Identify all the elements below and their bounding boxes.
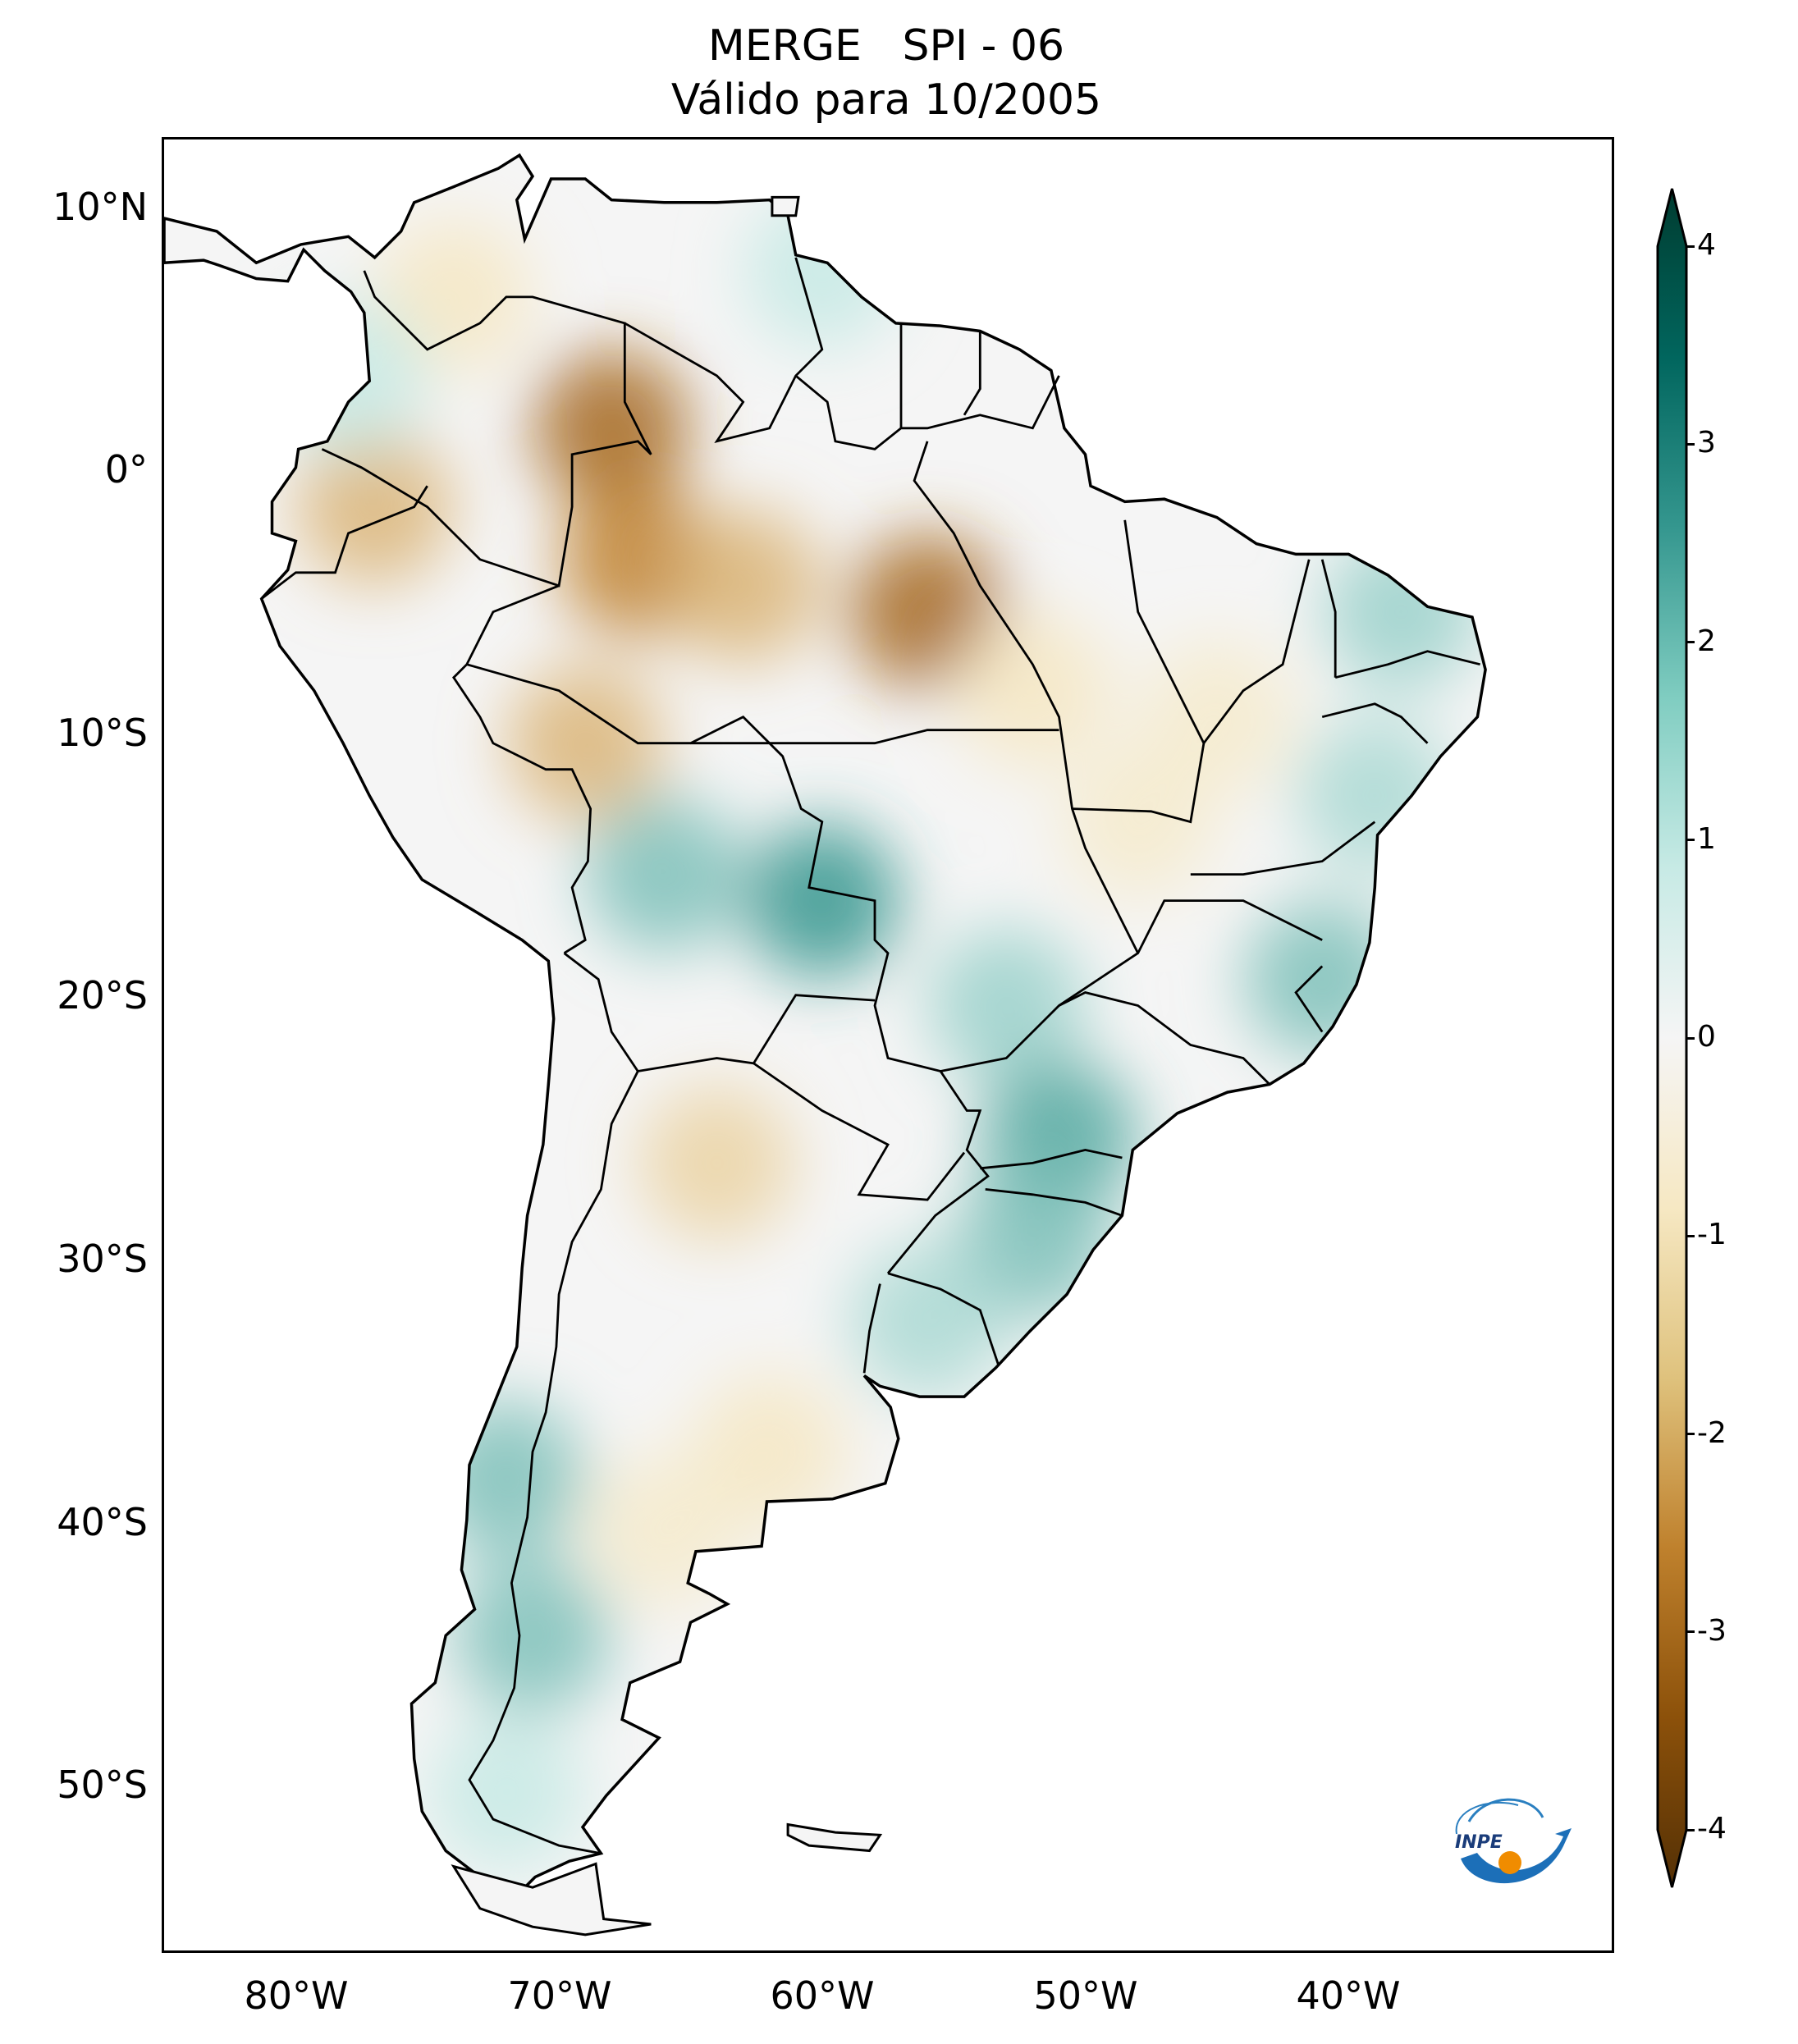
country-border: [1321, 702, 1429, 744]
colorbar-tickmark: [1686, 1234, 1695, 1237]
spi-anomaly-patch: [849, 1242, 1006, 1399]
spi-anomaly-patch: [743, 192, 900, 349]
inpe-logo: INPE: [1455, 1798, 1572, 1884]
country-border: [1058, 991, 1271, 1086]
map-title-line1: MERGE SPI - 06: [707, 21, 1065, 71]
colorbar-tick-label: -4: [1697, 1812, 1727, 1845]
spi-anomaly-patch: [586, 1452, 743, 1609]
country-border: [260, 485, 428, 600]
country-border: [468, 1070, 639, 1855]
spi-anomaly-patch: [665, 507, 821, 664]
colorbar-tick-label: -2: [1697, 1415, 1727, 1450]
colorbar-tickmark: [1686, 1433, 1695, 1435]
lat-label-0: 0°: [104, 447, 148, 492]
lon-label-60w: 60°W: [770, 1973, 875, 2018]
country-border: [1320, 559, 1337, 678]
colorbar-tickmark: [1686, 245, 1695, 248]
country-border: [624, 257, 824, 444]
lon-label-70w: 70°W: [507, 1973, 612, 2018]
island: [786, 1822, 883, 1853]
colorbar-tick-label: -3: [1697, 1613, 1727, 1648]
country-border: [980, 1148, 1123, 1170]
spi-anomaly-patch: [1059, 743, 1216, 900]
country-borders: [260, 257, 1480, 1855]
colorbar-tickmark: [1686, 1630, 1695, 1634]
lat-label-50s: 50°S: [57, 1763, 148, 1807]
map-panel: [162, 137, 1614, 1953]
spi-anomaly-patch: [455, 1557, 611, 1714]
map-title-line2: Válido para 10/2005: [670, 75, 1102, 125]
colorbar-tickmark: [1686, 641, 1695, 643]
colorbar-tickmark: [1686, 1828, 1695, 1831]
lat-label-10s: 10°S: [57, 711, 148, 755]
country-border: [1202, 559, 1311, 744]
lon-label-80w: 80°W: [244, 1973, 349, 2018]
spi-anomaly-patch: [507, 665, 664, 821]
country-border: [1294, 965, 1324, 1033]
spi-anomaly-patch: [586, 796, 743, 953]
colorbar-tickmark: [1686, 442, 1695, 446]
lat-label-30s: 30°S: [57, 1237, 148, 1281]
country-border: [985, 1188, 1123, 1217]
spi-anomaly-patch: [428, 1400, 584, 1557]
spi-anomaly-patch: [638, 1085, 795, 1241]
spi-anomaly-patch: [533, 350, 690, 506]
lat-label-10n: 10°N: [53, 185, 148, 229]
country-border: [753, 1062, 966, 1201]
islands: [451, 195, 883, 1937]
spi-anomaly-patch: [743, 822, 900, 979]
country-border: [563, 952, 876, 1073]
colorbar-body: [1656, 188, 1688, 1888]
country-border: [862, 1283, 881, 1374]
logo-text: INPE: [1455, 1832, 1503, 1853]
colorbar-tick-label: 3: [1697, 426, 1716, 460]
country-border: [963, 331, 981, 416]
spi-anomaly-patch: [1297, 717, 1453, 874]
colorbar-tickmark: [1686, 839, 1695, 842]
spi-anomaly-patch: [428, 1715, 584, 1872]
colorbar-tickmark: [1686, 1036, 1695, 1040]
colorbar-tick-label: -1: [1697, 1218, 1727, 1252]
spi-anomaly-patch: [1244, 901, 1401, 1058]
colorbar-tick-label: 4: [1697, 228, 1716, 262]
colorbar-tick-label: 1: [1697, 821, 1716, 856]
colorbar-tick-label: 0: [1697, 1020, 1716, 1054]
coastline: [164, 153, 1487, 1895]
country-border: [466, 663, 990, 1274]
country-border: [887, 1272, 1000, 1366]
country-border: [690, 729, 1059, 745]
spi-anomaly-patch: [270, 297, 427, 454]
spi-anomaly-patch: [954, 612, 1111, 769]
country-border: [1190, 821, 1376, 876]
country-border: [913, 441, 1139, 954]
map-canvas: [164, 153, 1487, 1937]
lon-label-40w: 40°W: [1296, 1973, 1401, 2018]
spi-anomaly-patch: [296, 428, 453, 585]
country-border: [321, 270, 652, 588]
island: [451, 1862, 652, 1937]
lat-label-40s: 40°S: [57, 1500, 148, 1544]
lon-label-50w: 50°W: [1033, 1973, 1138, 2018]
country-border: [1072, 519, 1206, 824]
spi-anomaly-patch: [928, 927, 1085, 1084]
country-border: [1334, 650, 1480, 679]
lat-label-20s: 20°S: [57, 973, 148, 1017]
colorbar-tick-label: 2: [1697, 624, 1716, 658]
island: [771, 195, 800, 217]
